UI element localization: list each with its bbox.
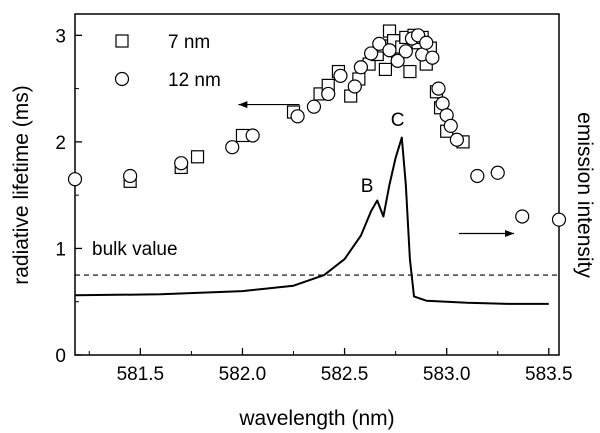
legend-square-marker: [115, 34, 129, 48]
marker-12nm: [174, 156, 189, 171]
emission-line-group: [74, 136, 549, 305]
marker-12nm: [225, 140, 240, 155]
marker-12nm: [333, 68, 348, 83]
marker-12nm: [382, 43, 397, 58]
x-axis: 581.5 582.0 582.5 583.0 583.5: [88, 348, 573, 385]
x-tick-label: 581.5: [117, 364, 165, 385]
legend-circle-marker: [114, 71, 130, 87]
marker-12nm: [443, 118, 458, 133]
x-tick-label: 583.0: [423, 364, 471, 385]
marker-12nm: [449, 132, 464, 147]
reference-line-label: bulk value: [92, 239, 178, 260]
peak-label-B: B: [361, 176, 374, 197]
y-axis-title: radiative lifetime (ms): [10, 85, 33, 285]
marker-12nm: [353, 60, 369, 75]
marker-12nm: [364, 46, 379, 61]
peak-label-C: C: [391, 110, 405, 131]
y-tick-label: 0: [55, 346, 66, 367]
legend-label-12nm: 12 nm: [168, 70, 221, 91]
marker-12nm: [67, 172, 83, 187]
marker-12nm: [425, 50, 440, 65]
y-tick-label: 3: [55, 26, 66, 47]
x-tick-label: 582.5: [321, 364, 369, 385]
marker-12nm: [347, 79, 362, 94]
y-tick-label: 2: [55, 133, 66, 154]
annotations-group: BC: [361, 110, 405, 197]
markers-group: [67, 24, 567, 227]
marker-7nm: [378, 62, 393, 77]
marker-7nm: [403, 64, 417, 79]
arrow-head: [505, 230, 515, 238]
y-tick-label: 1: [55, 239, 66, 260]
marker-12nm: [435, 96, 450, 111]
x-axis-title: wavelength (nm): [238, 407, 394, 430]
legend: 7 nm 12 nm: [114, 32, 221, 91]
marker-12nm: [372, 36, 387, 51]
marker-12nm: [419, 35, 434, 50]
y-axis: 0 1 2 3: [55, 26, 82, 367]
marker-12nm: [321, 86, 336, 102]
x-tick-label: 582.0: [219, 364, 267, 385]
x-tick-label: 583.5: [525, 364, 573, 385]
marker-12nm: [490, 165, 505, 180]
arrows-group: [238, 101, 515, 238]
marker-12nm: [245, 128, 260, 143]
marker-12nm: [390, 53, 405, 68]
marker-12nm: [290, 109, 305, 124]
marker-12nm: [398, 44, 413, 59]
marker-12nm: [551, 212, 567, 227]
marker-12nm: [431, 81, 446, 96]
marker-12nm: [470, 168, 485, 184]
y2-axis-title: emission intensity: [573, 112, 596, 278]
emission-intensity-line: [74, 136, 549, 305]
marker-12nm: [306, 99, 322, 114]
arrow-head: [238, 101, 248, 109]
marker-7nm: [190, 150, 205, 164]
marker-12nm: [515, 209, 530, 224]
legend-label-7nm: 7 nm: [168, 32, 210, 53]
plot-area: [67, 13, 567, 356]
marker-12nm: [123, 168, 138, 184]
